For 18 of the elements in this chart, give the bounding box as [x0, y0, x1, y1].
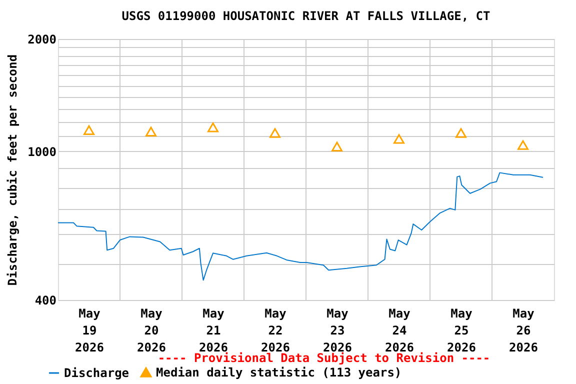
- chart-title: USGS 01199000 HOUSATONIC RIVER AT FALLS VILLAGE, CT: [122, 9, 490, 23]
- legend-label: Discharge: [64, 366, 130, 380]
- legend-label: Median daily statistic (113 years): [156, 365, 402, 380]
- x-tick-label: May 26 2026: [509, 306, 538, 354]
- point: [146, 126, 156, 136]
- y-tick-label: 400: [34, 294, 56, 308]
- y-tick-label: 2000: [28, 32, 56, 46]
- point: [394, 134, 404, 144]
- x-tick-label: May 19 2026: [75, 306, 104, 354]
- y-axis-title: Discharge, cubic feet per second: [6, 54, 20, 286]
- line-series: [58, 172, 544, 281]
- point: [270, 128, 280, 138]
- point: [518, 140, 528, 150]
- point: [84, 125, 94, 136]
- point: [332, 142, 342, 152]
- y-tick-label: 1000: [28, 144, 56, 159]
- point: [208, 122, 218, 132]
- point: [456, 128, 466, 138]
